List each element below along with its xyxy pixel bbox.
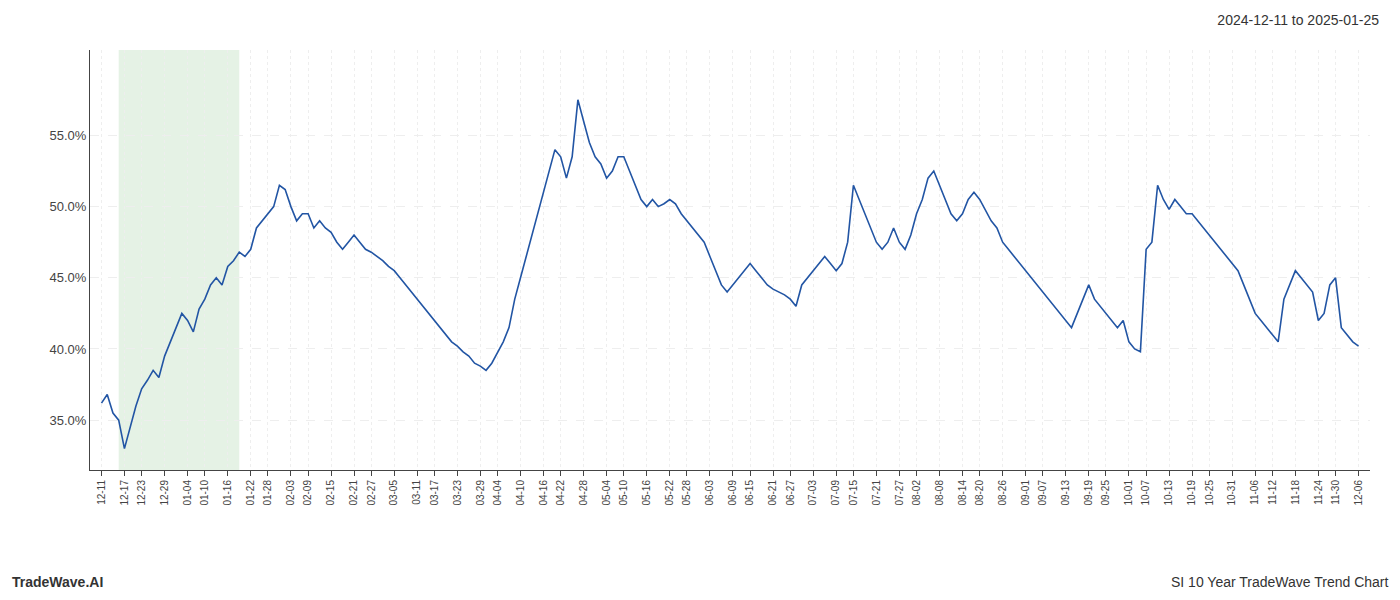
svg-text:06-03: 06-03 bbox=[704, 480, 715, 506]
svg-text:01-22: 01-22 bbox=[245, 480, 256, 506]
svg-text:2024-12-11 to 2025-01-25: 2024-12-11 to 2025-01-25 bbox=[1217, 12, 1379, 28]
svg-text:02-09: 02-09 bbox=[302, 480, 313, 506]
svg-text:40.0%: 40.0% bbox=[50, 342, 87, 357]
svg-text:12-23: 12-23 bbox=[136, 480, 147, 506]
svg-text:05-16: 05-16 bbox=[641, 480, 652, 506]
svg-text:09-07: 09-07 bbox=[1037, 480, 1048, 506]
svg-text:01-04: 01-04 bbox=[182, 480, 193, 506]
svg-text:10-19: 10-19 bbox=[1186, 480, 1197, 506]
svg-text:10-25: 10-25 bbox=[1204, 480, 1215, 506]
svg-text:08-08: 08-08 bbox=[934, 480, 945, 506]
svg-text:05-28: 05-28 bbox=[681, 480, 692, 506]
svg-text:04-22: 04-22 bbox=[555, 480, 566, 506]
svg-text:03-05: 03-05 bbox=[388, 480, 399, 506]
svg-text:02-03: 02-03 bbox=[285, 480, 296, 506]
svg-text:10-13: 10-13 bbox=[1163, 480, 1174, 506]
svg-text:09-19: 09-19 bbox=[1083, 480, 1094, 506]
svg-text:07-03: 07-03 bbox=[807, 480, 818, 506]
svg-text:04-28: 04-28 bbox=[578, 480, 589, 506]
svg-text:35.0%: 35.0% bbox=[50, 413, 87, 428]
svg-text:08-02: 08-02 bbox=[911, 480, 922, 506]
svg-text:01-28: 01-28 bbox=[262, 480, 273, 506]
svg-text:04-16: 04-16 bbox=[538, 480, 549, 506]
svg-text:50.0%: 50.0% bbox=[50, 199, 87, 214]
svg-text:06-09: 06-09 bbox=[727, 480, 738, 506]
svg-text:11-12: 11-12 bbox=[1267, 480, 1278, 505]
svg-text:11-24: 11-24 bbox=[1313, 480, 1324, 505]
svg-text:05-10: 05-10 bbox=[618, 480, 629, 506]
svg-text:12-17: 12-17 bbox=[119, 480, 130, 506]
svg-text:03-29: 03-29 bbox=[475, 480, 486, 506]
svg-text:02-15: 02-15 bbox=[325, 480, 336, 506]
svg-text:04-10: 04-10 bbox=[515, 480, 526, 506]
svg-text:11-18: 11-18 bbox=[1290, 480, 1301, 505]
svg-text:04-04: 04-04 bbox=[492, 480, 503, 506]
svg-text:05-22: 05-22 bbox=[664, 480, 675, 506]
svg-text:03-11: 03-11 bbox=[411, 480, 422, 505]
svg-text:12-06: 12-06 bbox=[1353, 480, 1364, 506]
svg-text:06-21: 06-21 bbox=[767, 480, 778, 506]
svg-text:07-27: 07-27 bbox=[894, 480, 905, 506]
svg-text:45.0%: 45.0% bbox=[50, 270, 87, 285]
svg-text:12-11: 12-11 bbox=[96, 480, 107, 505]
svg-text:10-31: 10-31 bbox=[1226, 480, 1237, 506]
svg-text:09-13: 09-13 bbox=[1060, 480, 1071, 506]
svg-text:10-07: 10-07 bbox=[1140, 480, 1151, 506]
svg-text:06-27: 06-27 bbox=[785, 480, 796, 506]
svg-text:03-23: 03-23 bbox=[452, 480, 463, 506]
svg-text:07-21: 07-21 bbox=[871, 480, 882, 506]
svg-text:01-16: 01-16 bbox=[222, 480, 233, 506]
svg-text:11-30: 11-30 bbox=[1330, 480, 1341, 505]
svg-text:06-15: 06-15 bbox=[744, 480, 755, 506]
svg-text:03-17: 03-17 bbox=[429, 480, 440, 506]
svg-text:09-25: 09-25 bbox=[1100, 480, 1111, 506]
svg-text:07-09: 07-09 bbox=[830, 480, 841, 506]
svg-text:11-06: 11-06 bbox=[1249, 480, 1260, 505]
svg-text:05-04: 05-04 bbox=[601, 480, 612, 506]
svg-text:02-21: 02-21 bbox=[348, 480, 359, 506]
svg-text:10-01: 10-01 bbox=[1123, 480, 1134, 506]
svg-text:01-10: 01-10 bbox=[199, 480, 210, 506]
svg-text:08-20: 08-20 bbox=[974, 480, 985, 506]
svg-text:12-29: 12-29 bbox=[159, 480, 170, 506]
svg-text:02-27: 02-27 bbox=[366, 480, 377, 506]
svg-text:08-26: 08-26 bbox=[997, 480, 1008, 506]
svg-text:SI 10 Year TradeWave Trend Cha: SI 10 Year TradeWave Trend Chart bbox=[1171, 574, 1388, 590]
svg-text:07-15: 07-15 bbox=[848, 480, 859, 506]
svg-text:09-01: 09-01 bbox=[1020, 480, 1031, 506]
svg-text:TradeWave.AI: TradeWave.AI bbox=[12, 574, 103, 590]
svg-text:08-14: 08-14 bbox=[957, 480, 968, 506]
svg-text:55.0%: 55.0% bbox=[50, 128, 87, 143]
